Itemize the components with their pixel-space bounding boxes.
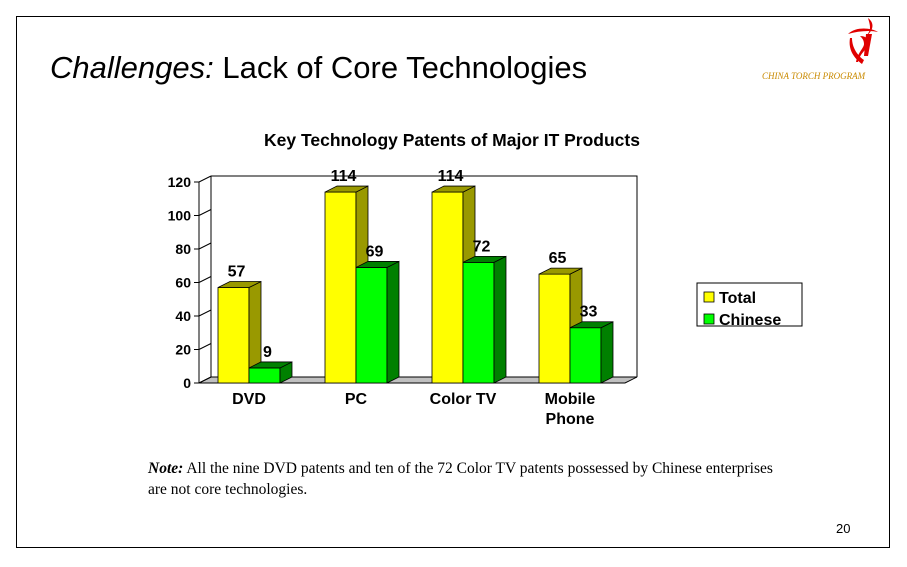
y-tick-slant bbox=[198, 376, 212, 384]
x-tick-label: PC bbox=[345, 391, 368, 408]
bar-top bbox=[431, 185, 476, 193]
data-label: 114 bbox=[438, 168, 464, 185]
note-text: Note: All the nine DVD patents and ten o… bbox=[148, 458, 788, 500]
title-rest: Lack of Core Technologies bbox=[213, 50, 588, 85]
bar bbox=[538, 273, 571, 384]
data-label: 65 bbox=[549, 250, 567, 267]
y-tick-label: 40 bbox=[175, 308, 191, 324]
bar bbox=[248, 367, 281, 384]
bar-top bbox=[248, 361, 293, 369]
bar bbox=[462, 261, 495, 384]
title-emphasis: Challenges: bbox=[50, 50, 214, 85]
torch-logo-icon bbox=[848, 18, 878, 64]
y-tick-label: 60 bbox=[175, 275, 191, 291]
program-name: CHINA TORCH PROGRAM bbox=[762, 71, 866, 81]
bar-top bbox=[324, 185, 369, 193]
chart-title: Key Technology Patents of Major IT Produ… bbox=[264, 130, 640, 150]
x-tick-label: Mobile bbox=[545, 391, 596, 408]
bar bbox=[569, 327, 602, 384]
y-tick-slant bbox=[198, 276, 212, 283]
bar bbox=[355, 267, 388, 384]
x-tick-label: Phone bbox=[546, 411, 595, 428]
data-label: 33 bbox=[580, 304, 598, 321]
y-tick-slant bbox=[198, 242, 212, 250]
bar bbox=[324, 191, 357, 384]
bar-top bbox=[569, 321, 614, 329]
y-tick-slant bbox=[198, 175, 212, 183]
x-tick-label: Color TV bbox=[430, 391, 497, 408]
y-tick-slant bbox=[198, 343, 212, 350]
y-tick-slant bbox=[198, 209, 212, 216]
plot-back-wall-edge bbox=[211, 175, 638, 377]
legend-swatch bbox=[703, 291, 715, 303]
page-title: Challenges: Lack of Core Technologies bbox=[50, 50, 587, 86]
x-tick-label: DVD bbox=[232, 391, 266, 408]
y-tick-label: 80 bbox=[175, 241, 191, 257]
data-label: 72 bbox=[473, 238, 491, 255]
bar-top bbox=[538, 267, 583, 275]
y-tick-label: 100 bbox=[168, 208, 192, 224]
data-label: 57 bbox=[228, 264, 246, 281]
page-number: 20 bbox=[836, 521, 851, 536]
data-label: 114 bbox=[331, 168, 357, 185]
legend-swatch bbox=[703, 313, 715, 325]
bar-top bbox=[355, 261, 400, 268]
y-tick-label: 120 bbox=[168, 174, 192, 190]
legend-label: Chinese bbox=[719, 312, 781, 329]
bar bbox=[431, 191, 464, 384]
data-label: 69 bbox=[366, 243, 384, 260]
bar-side bbox=[493, 255, 507, 384]
bar-top bbox=[462, 255, 507, 263]
y-tick-label: 0 bbox=[183, 375, 191, 391]
y-tick-slant bbox=[198, 309, 212, 317]
legend-label: Total bbox=[719, 290, 756, 307]
bar-side bbox=[386, 260, 400, 384]
y-tick-label: 20 bbox=[175, 342, 191, 358]
bar-top bbox=[217, 281, 262, 288]
bar-side bbox=[600, 321, 614, 384]
note-label: Note: bbox=[148, 460, 184, 477]
data-label: 9 bbox=[263, 344, 272, 361]
bar bbox=[217, 287, 250, 384]
note-body: All the nine DVD patents and ten of the … bbox=[148, 460, 773, 498]
legend-box bbox=[696, 282, 803, 327]
